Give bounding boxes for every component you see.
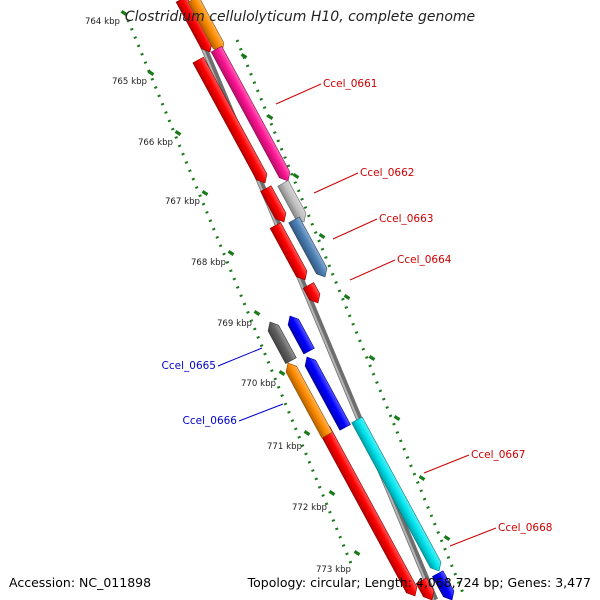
accession-text: Accession: NC_011898 (9, 575, 152, 590)
kbp-label: 766 kbp (138, 138, 173, 148)
kbp-label: 765 kbp (112, 77, 147, 87)
kbp-tick (292, 173, 300, 179)
kbp-tick (147, 70, 155, 76)
gene-arrow-Ccel_0663 (288, 216, 328, 278)
kbp-tick (201, 190, 209, 196)
kbp-label: 767 kbp (165, 197, 200, 207)
gene-arrow (260, 185, 287, 223)
label-leader-line (423, 454, 470, 474)
gene-arrow (415, 577, 435, 600)
genome-summary-text: Topology: circular; Length: 4,068,724 bp… (247, 575, 591, 590)
kbp-tick (303, 430, 311, 436)
kbp-tick (240, 53, 248, 59)
kbp-label: 764 kbp (85, 17, 120, 27)
gene-label-Ccel_0661: Ccel_0661 (323, 78, 377, 90)
gene-label-Ccel_0666: Ccel_0666 (183, 415, 238, 427)
kbp-tick (353, 550, 361, 556)
gene-label-Ccel_0664: Ccel_0664 (397, 254, 452, 266)
kbp-tick (443, 535, 451, 541)
gene-arrow-Ccel_0665 (267, 321, 297, 364)
gene-label-Ccel_0665: Ccel_0665 (162, 360, 216, 372)
gene-arrow-Ccel_0664 (302, 282, 321, 304)
gene-arrow-Ccel_0666 (285, 362, 333, 439)
label-leader-line (349, 259, 396, 281)
gene-arrow-Ccel_0667 (351, 416, 442, 572)
gene-arrow (192, 56, 268, 184)
kbp-tick (418, 475, 426, 481)
gene-arrow (269, 222, 308, 281)
gene-label-Ccel_0663: Ccel_0663 (379, 213, 433, 225)
kbp-tick (266, 114, 274, 120)
gene-arrow (187, 0, 225, 53)
gene-arrow (432, 570, 455, 600)
gene-arrow (287, 315, 315, 355)
kbp-tick (253, 310, 261, 316)
kbp-tick (278, 370, 286, 376)
kbp-label: 772 kbp (292, 503, 327, 513)
kbp-tick (227, 250, 235, 256)
kbp-label: 769 kbp (217, 319, 252, 329)
gene-arrow-Ccel_0661 (210, 45, 291, 182)
label-leader-line (449, 527, 497, 547)
gene-label-Ccel_0662: Ccel_0662 (360, 167, 414, 179)
kbp-label: 773 kbp (316, 565, 351, 575)
kbp-tick (393, 415, 401, 421)
label-leader-line (217, 347, 263, 367)
gene-label-Ccel_0667: Ccel_0667 (471, 449, 525, 461)
ruler-line-right (235, 39, 467, 599)
label-leader-line (332, 218, 378, 240)
kbp-tick (318, 233, 326, 239)
label-leader-line (238, 403, 284, 422)
kbp-tick (368, 355, 376, 361)
kbp-label: 768 kbp (191, 258, 226, 268)
kbp-label: 770 kbp (241, 379, 276, 389)
gene-arrow (304, 356, 351, 431)
label-leader-line (313, 172, 359, 194)
kbp-tick (174, 130, 182, 136)
map-title: Clostridium cellulolyticum H10, complete… (124, 9, 476, 25)
kbp-tick (328, 490, 336, 496)
kbp-tick (343, 294, 351, 300)
kbp-tick (120, 10, 128, 16)
kbp-label: 771 kbp (267, 442, 302, 452)
gene-label-Ccel_0668: Ccel_0668 (498, 522, 552, 534)
label-leader-line (275, 83, 322, 105)
